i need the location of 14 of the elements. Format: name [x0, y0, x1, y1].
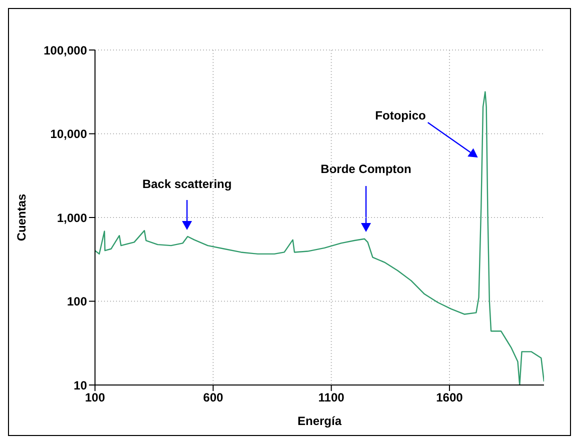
- y-tick-label: 10,000: [50, 127, 88, 142]
- x-tick-label: 100: [84, 390, 106, 405]
- y-tick-label: 10: [74, 378, 88, 392]
- annotation: Fotopico: [375, 108, 426, 123]
- annotation: Borde Compton: [320, 162, 412, 176]
- y-tick-label: 100,000: [44, 43, 88, 58]
- y-tick-label: 100: [66, 294, 88, 309]
- x-axis-title: Energía: [297, 414, 342, 428]
- x-tick-label: 600: [203, 390, 224, 405]
- annotation: Back scattering: [142, 177, 232, 191]
- y-tick-label: 1,000: [56, 210, 88, 225]
- x-tick-label: 1100: [318, 390, 345, 405]
- y-axis-title: Cuentas: [14, 194, 28, 242]
- x-tick-label: 1600: [436, 390, 464, 405]
